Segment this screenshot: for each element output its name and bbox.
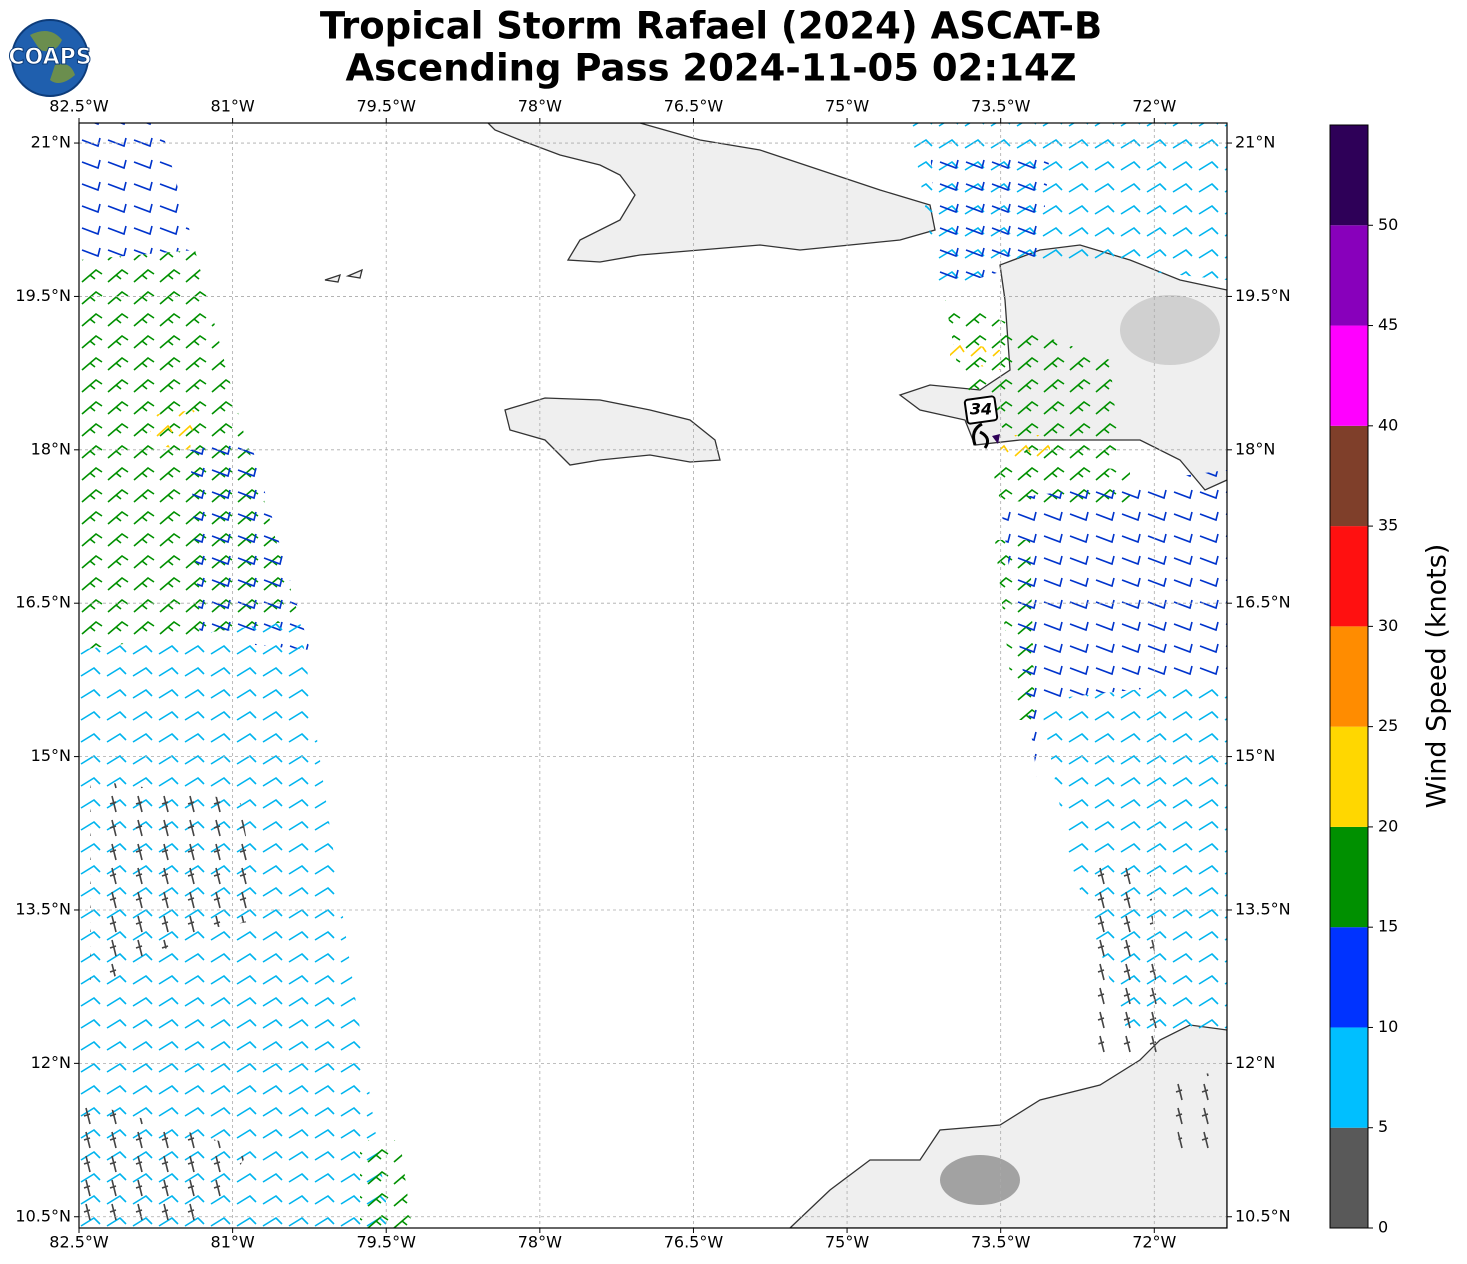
colorbar-bin bbox=[1330, 1027, 1368, 1128]
x-tick-label: 82.5°W bbox=[49, 97, 109, 116]
colorbar-bin bbox=[1330, 1127, 1368, 1228]
x-tick-label: 75°W bbox=[825, 1233, 869, 1252]
x-tick-label: 78°W bbox=[518, 1233, 562, 1252]
colorbar-bin bbox=[1330, 125, 1368, 226]
subtitle: Ascending Pass 2024-11-05 02:14Z bbox=[345, 47, 1076, 90]
x-tick-label: 75°W bbox=[825, 97, 869, 116]
logo: COAPS bbox=[8, 19, 92, 97]
cuba bbox=[487, 123, 936, 263]
y-tick-label: 21°N bbox=[1235, 133, 1275, 152]
title: Tropical Storm Rafael (2024) ASCAT-B bbox=[320, 5, 1102, 48]
x-tick-label: 73.5°W bbox=[971, 97, 1031, 116]
y-tick-label: 15°N bbox=[31, 746, 71, 765]
y-tick-label: 15°N bbox=[1235, 746, 1275, 765]
colorbar: 0 5 10 15 20 25 30 35 40 45 50 bbox=[1329, 124, 1398, 1237]
y-tick-label: 10.5°N bbox=[15, 1206, 71, 1225]
jamaica bbox=[504, 397, 721, 466]
x-tick-label: 72°W bbox=[1132, 1233, 1176, 1252]
colorbar-tick-label: 50 bbox=[1378, 215, 1398, 234]
colorbar-tick-label: 0 bbox=[1378, 1218, 1388, 1237]
x-tick-label: 79.5°W bbox=[356, 1233, 416, 1252]
y-tick-label: 19.5°N bbox=[15, 286, 71, 305]
y-tick-label: 10.5°N bbox=[1235, 1206, 1291, 1225]
y-tick-label: 12°N bbox=[31, 1053, 71, 1072]
colorbar-label: Wind Speed (knots) bbox=[1422, 544, 1453, 809]
colorbar-bin bbox=[1330, 726, 1368, 827]
y-tick-label: 18°N bbox=[31, 439, 71, 458]
colorbar-frame bbox=[1329, 124, 1369, 1229]
map-frame bbox=[78, 122, 1228, 1229]
colorbar-bin bbox=[1330, 826, 1368, 928]
colorbar-tick-label: 30 bbox=[1378, 616, 1398, 635]
left-swath bbox=[79, 123, 412, 1228]
y-tick-label: 21°N bbox=[31, 133, 71, 152]
x-tick-label: 72°W bbox=[1132, 97, 1176, 116]
y-tick-label: 18°N bbox=[1235, 439, 1275, 458]
x-tick-label: 82.5°W bbox=[49, 1233, 109, 1252]
y-tick-label: 12°N bbox=[1235, 1053, 1275, 1072]
colorbar-tick-label: 15 bbox=[1378, 917, 1398, 936]
x-tick-label: 78°W bbox=[518, 97, 562, 116]
storm-label: 34 bbox=[970, 400, 992, 419]
colorbar-bin bbox=[1330, 626, 1368, 727]
logo-text: COAPS bbox=[8, 45, 91, 70]
colorbar-tick-label: 40 bbox=[1378, 415, 1398, 434]
colorbar-bin bbox=[1330, 325, 1368, 426]
colorbar-bin bbox=[1330, 425, 1368, 527]
storm-marker: 34 bbox=[963, 395, 1000, 449]
y-tick-label: 13.5°N bbox=[15, 899, 71, 918]
colorbar-tick-label: 5 bbox=[1378, 1117, 1388, 1136]
x-tick-label: 76.5°W bbox=[664, 1233, 724, 1252]
y-tick-label: 19.5°N bbox=[1235, 286, 1291, 305]
island bbox=[324, 268, 363, 283]
x-tick-label: 79.5°W bbox=[356, 97, 416, 116]
y-tick-label: 16.5°N bbox=[1235, 593, 1291, 612]
colorbar-bin bbox=[1330, 526, 1368, 627]
map-area: 34 bbox=[79, 123, 1227, 1228]
colorbar-bin bbox=[1330, 927, 1368, 1028]
colorbar-tick-label: 35 bbox=[1378, 516, 1398, 535]
x-tick-label: 81°W bbox=[211, 1233, 255, 1252]
colorbar-tick-label: 20 bbox=[1378, 816, 1398, 835]
y-tick-label: 16.5°N bbox=[15, 593, 71, 612]
x-tick-label: 73.5°W bbox=[971, 1233, 1031, 1252]
colorbar-bin bbox=[1330, 225, 1368, 326]
right-swath bbox=[910, 123, 1227, 1150]
x-tick-label: 81°W bbox=[211, 97, 255, 116]
colorbar-tick-label: 45 bbox=[1378, 315, 1398, 334]
y-tick-label: 13.5°N bbox=[1235, 899, 1291, 918]
colorbar-tick-label: 25 bbox=[1378, 716, 1398, 735]
colorbar-tick-label: 10 bbox=[1378, 1017, 1398, 1036]
x-tick-label: 76.5°W bbox=[664, 97, 724, 116]
